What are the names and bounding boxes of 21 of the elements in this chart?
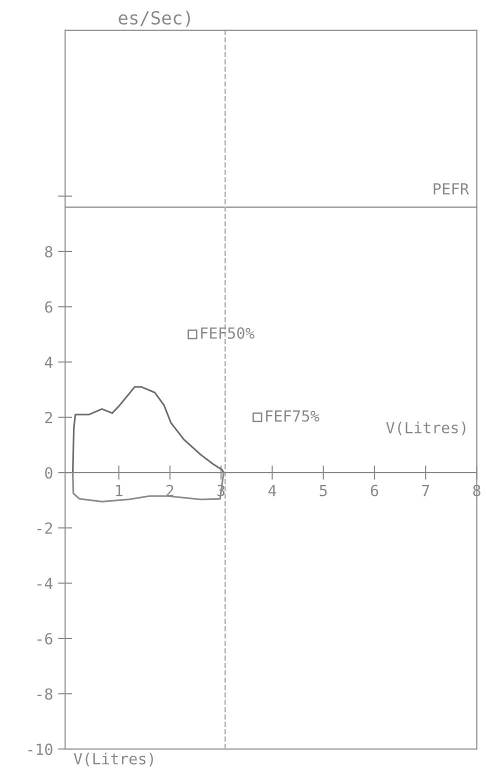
y-tick-label: 0 bbox=[45, 467, 52, 479]
y-tick-label: 2 bbox=[45, 412, 52, 424]
x-tick-label: 1 bbox=[116, 484, 122, 496]
x-tick-label: 6 bbox=[370, 484, 378, 496]
y-tick-label: 8 bbox=[45, 246, 52, 258]
y-axis-title: es/Sec) bbox=[118, 10, 190, 27]
y-tick-label: 4 bbox=[44, 356, 53, 368]
x-tick-label: 7 bbox=[422, 484, 430, 496]
x-axis-title: V(Litres) bbox=[74, 752, 153, 766]
x-tick-label: 4 bbox=[268, 484, 276, 496]
annotation: FEF75% bbox=[266, 410, 320, 422]
y-tick-label: -8 bbox=[38, 688, 52, 700]
y-tick-label: -6 bbox=[38, 632, 52, 645]
annotation: FEF50% bbox=[201, 327, 254, 339]
y-tick-label: -4 bbox=[38, 578, 53, 590]
ref-line-label: PEFR bbox=[434, 183, 470, 194]
y-tick-label: 6 bbox=[45, 301, 52, 313]
y-tick-label: -10 bbox=[28, 744, 52, 756]
x-tick-label: 5 bbox=[320, 484, 327, 496]
y-tick-label: -2 bbox=[38, 522, 52, 534]
annotation: V(Litres) bbox=[386, 422, 466, 436]
